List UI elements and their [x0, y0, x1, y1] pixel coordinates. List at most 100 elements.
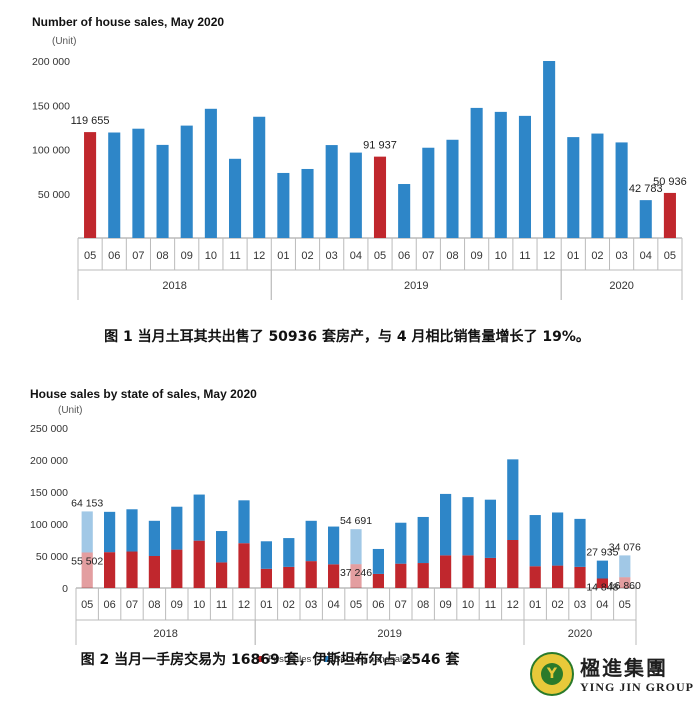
data-label: 27 935 [586, 547, 618, 559]
sales-bar [301, 168, 314, 238]
x-tick-label: 06 [108, 250, 120, 262]
x-tick-label: 08 [446, 250, 458, 262]
y-tick-label: 100 000 [32, 145, 70, 157]
second-hand-sales-bar [507, 459, 519, 540]
y-tick-label: 100 000 [30, 519, 68, 531]
sales-bar [663, 192, 676, 238]
x-tick-label: 07 [132, 250, 144, 262]
x-tick-label: 01 [260, 599, 272, 611]
first-sales-bar [238, 543, 250, 588]
x-tick-label: 08 [148, 599, 160, 611]
data-label: 119 655 [71, 115, 110, 127]
x-tick-label: 09 [171, 599, 183, 611]
second-hand-sales-bar [372, 548, 384, 574]
y-tick-label: 200 000 [30, 455, 68, 467]
first-sales-bar [305, 561, 317, 588]
year-label: 2020 [568, 628, 592, 640]
second-hand-sales-bar [283, 538, 295, 567]
x-tick-label: 03 [615, 250, 627, 262]
y-tick-label: 250 000 [30, 423, 68, 435]
first-sales-bar [216, 562, 228, 588]
chart-title: Number of house sales, May 2020 [32, 15, 224, 29]
x-tick-label: 12 [253, 250, 265, 262]
first-sales-bar [574, 566, 586, 588]
chart-title: House sales by state of sales, May 2020 [30, 387, 257, 401]
second-hand-sales-bar [171, 506, 183, 550]
house-sales-chart: Number of house sales, May 2020 (Unit) 200… [32, 15, 687, 300]
first-sales-bar [529, 566, 541, 588]
x-tick-label: 05 [664, 250, 676, 262]
second-hand-sales-bar [462, 497, 474, 556]
x-tick-label: 03 [326, 250, 338, 262]
data-label: 54 691 [340, 515, 372, 527]
sales-bar [639, 200, 652, 238]
first-sales-bar [260, 568, 272, 588]
x-tick-label: 12 [543, 250, 555, 262]
logo-name-cn: 楹進集團 [580, 656, 668, 680]
x-tick-label: 05 [81, 599, 93, 611]
sales-bar [494, 111, 507, 238]
y-tick-label: 200 000 [32, 56, 70, 68]
first-sales-bar [417, 563, 429, 588]
year-label: 2020 [609, 280, 633, 292]
second-hand-sales-bar [552, 512, 564, 566]
data-label: 37 246 [340, 567, 372, 579]
x-tick-label: 02 [301, 250, 313, 262]
second-hand-sales-bar [126, 509, 138, 552]
first-sales-bar [484, 557, 496, 588]
second-hand-sales-bar [328, 526, 340, 565]
sales-bar [567, 137, 580, 238]
x-tick-label: 01 [529, 599, 541, 611]
x-tick-label: 11 [485, 599, 496, 611]
x-tick-label: 05 [350, 599, 362, 611]
chart2-caption: 图 2 当月一手房交易为 16869 套，伊斯坦布尔占 2546 套 [80, 652, 460, 668]
x-tick-label: 10 [462, 599, 474, 611]
x-tick-label: 12 [507, 599, 519, 611]
x-tick-label: 02 [551, 599, 563, 611]
x-tick-label: 06 [103, 599, 115, 611]
sales-bar [132, 128, 145, 238]
second-hand-sales-bar [619, 555, 631, 578]
sales-bar [543, 61, 556, 238]
x-tick-label: 04 [640, 250, 652, 262]
first-sales-bar [372, 573, 384, 588]
second-hand-sales-bar [81, 511, 93, 553]
data-label: 64 153 [71, 497, 103, 509]
first-sales-bar [552, 565, 564, 588]
x-tick-label: 10 [495, 250, 507, 262]
x-tick-label: 05 [374, 250, 386, 262]
second-hand-sales-bar [529, 515, 541, 567]
legend-label-first-sales: First sales [268, 654, 312, 665]
first-sales-bar [283, 566, 295, 588]
sales-bar [84, 132, 97, 238]
sales-bar [591, 133, 604, 238]
y-tick-label: 50 000 [36, 551, 68, 563]
company-logo: Y 楹進集團 YING JIN GROUP [530, 650, 693, 700]
first-sales-bar [596, 578, 608, 588]
data-label: 34 076 [609, 541, 641, 553]
first-sales-bar [148, 556, 160, 588]
sales-bar [422, 147, 435, 238]
y-tick-label: 150 000 [32, 100, 70, 112]
x-tick-label: 07 [395, 599, 407, 611]
first-sales-bar [619, 577, 631, 588]
second-hand-sales-bar [574, 518, 586, 567]
second-hand-sales-bar [193, 494, 205, 541]
second-hand-sales-bar [596, 560, 608, 579]
x-tick-label: 08 [156, 250, 168, 262]
house-sales-by-state-chart: House sales by state of sales, May 2020 (… [30, 387, 641, 665]
x-tick-label: 04 [596, 599, 608, 611]
first-sales-bar [193, 540, 205, 588]
sales-bar [229, 158, 242, 238]
x-tick-label: 09 [439, 599, 451, 611]
y-unit-label: (Unit) [52, 36, 76, 47]
x-tick-label: 07 [126, 599, 138, 611]
data-label: 91 937 [363, 140, 397, 152]
sales-bar [470, 107, 483, 238]
first-sales-bar [126, 551, 138, 588]
first-sales-bar [171, 549, 183, 588]
sales-bar [446, 139, 459, 238]
y-tick-label: 150 000 [30, 487, 68, 499]
first-sales-bar [104, 552, 116, 588]
data-label: 50 936 [653, 176, 687, 188]
